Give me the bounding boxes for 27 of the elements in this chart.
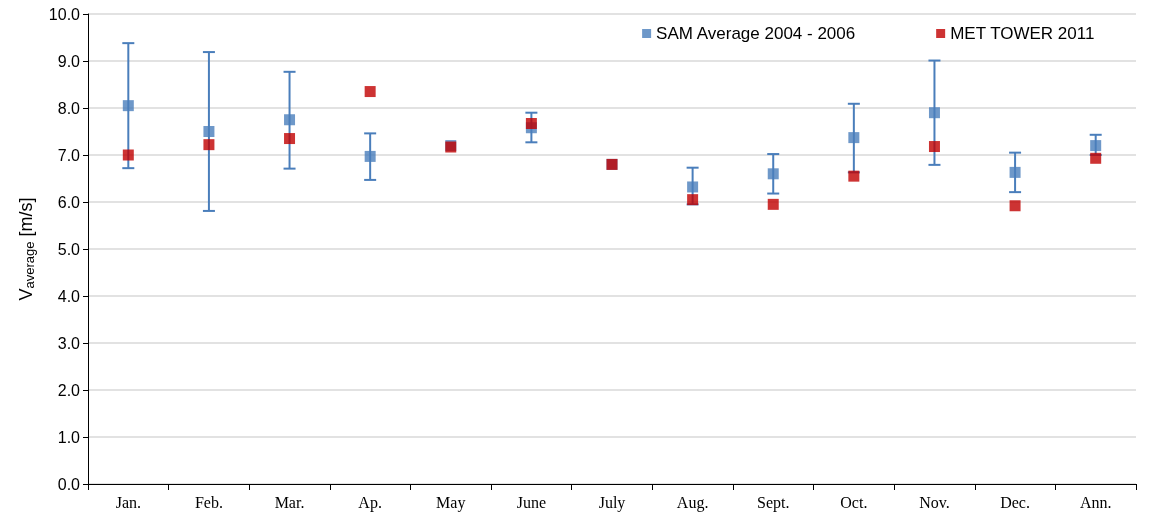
legend-label: SAM Average 2004 - 2006	[656, 24, 856, 43]
x-tick-label: Dec.	[1000, 493, 1030, 511]
x-tick-label: Oct.	[840, 493, 868, 511]
x-tick-label: Aug.	[676, 493, 709, 512]
y-tick-label: 5.0	[57, 240, 81, 258]
y-tick-label: 0.0	[57, 475, 81, 493]
y-tick-label: 1.0	[57, 428, 81, 446]
y-tick-label: 6.0	[57, 193, 81, 211]
x-tick-label: Sept.	[757, 493, 790, 512]
x-tick-label: Feb.	[194, 493, 223, 511]
y-tick-label: 9.0	[57, 52, 81, 70]
x-tick-label: Ap.	[358, 493, 382, 512]
y-tick-label: 7.0	[57, 146, 81, 164]
y-tick-label: 3.0	[57, 334, 81, 352]
x-tick-label: Nov.	[919, 493, 950, 511]
x-tick-label: Mar.	[274, 493, 305, 511]
x-tick-label: June	[516, 493, 547, 511]
legend-label: MET TOWER 2011	[950, 24, 1095, 43]
y-tick-label: 2.0	[57, 381, 81, 399]
x-tick-label: Ann.	[1079, 493, 1112, 511]
x-tick-label: May	[436, 493, 466, 512]
y-tick-label: 10.0	[48, 5, 81, 23]
x-tick-label: July	[598, 493, 626, 512]
y-tick-label: 4.0	[57, 287, 81, 305]
x-tick-label: Jan.	[115, 493, 141, 511]
y-tick-label: 8.0	[57, 99, 81, 117]
y-axis-title: Vaverage [m/s]	[15, 197, 37, 301]
